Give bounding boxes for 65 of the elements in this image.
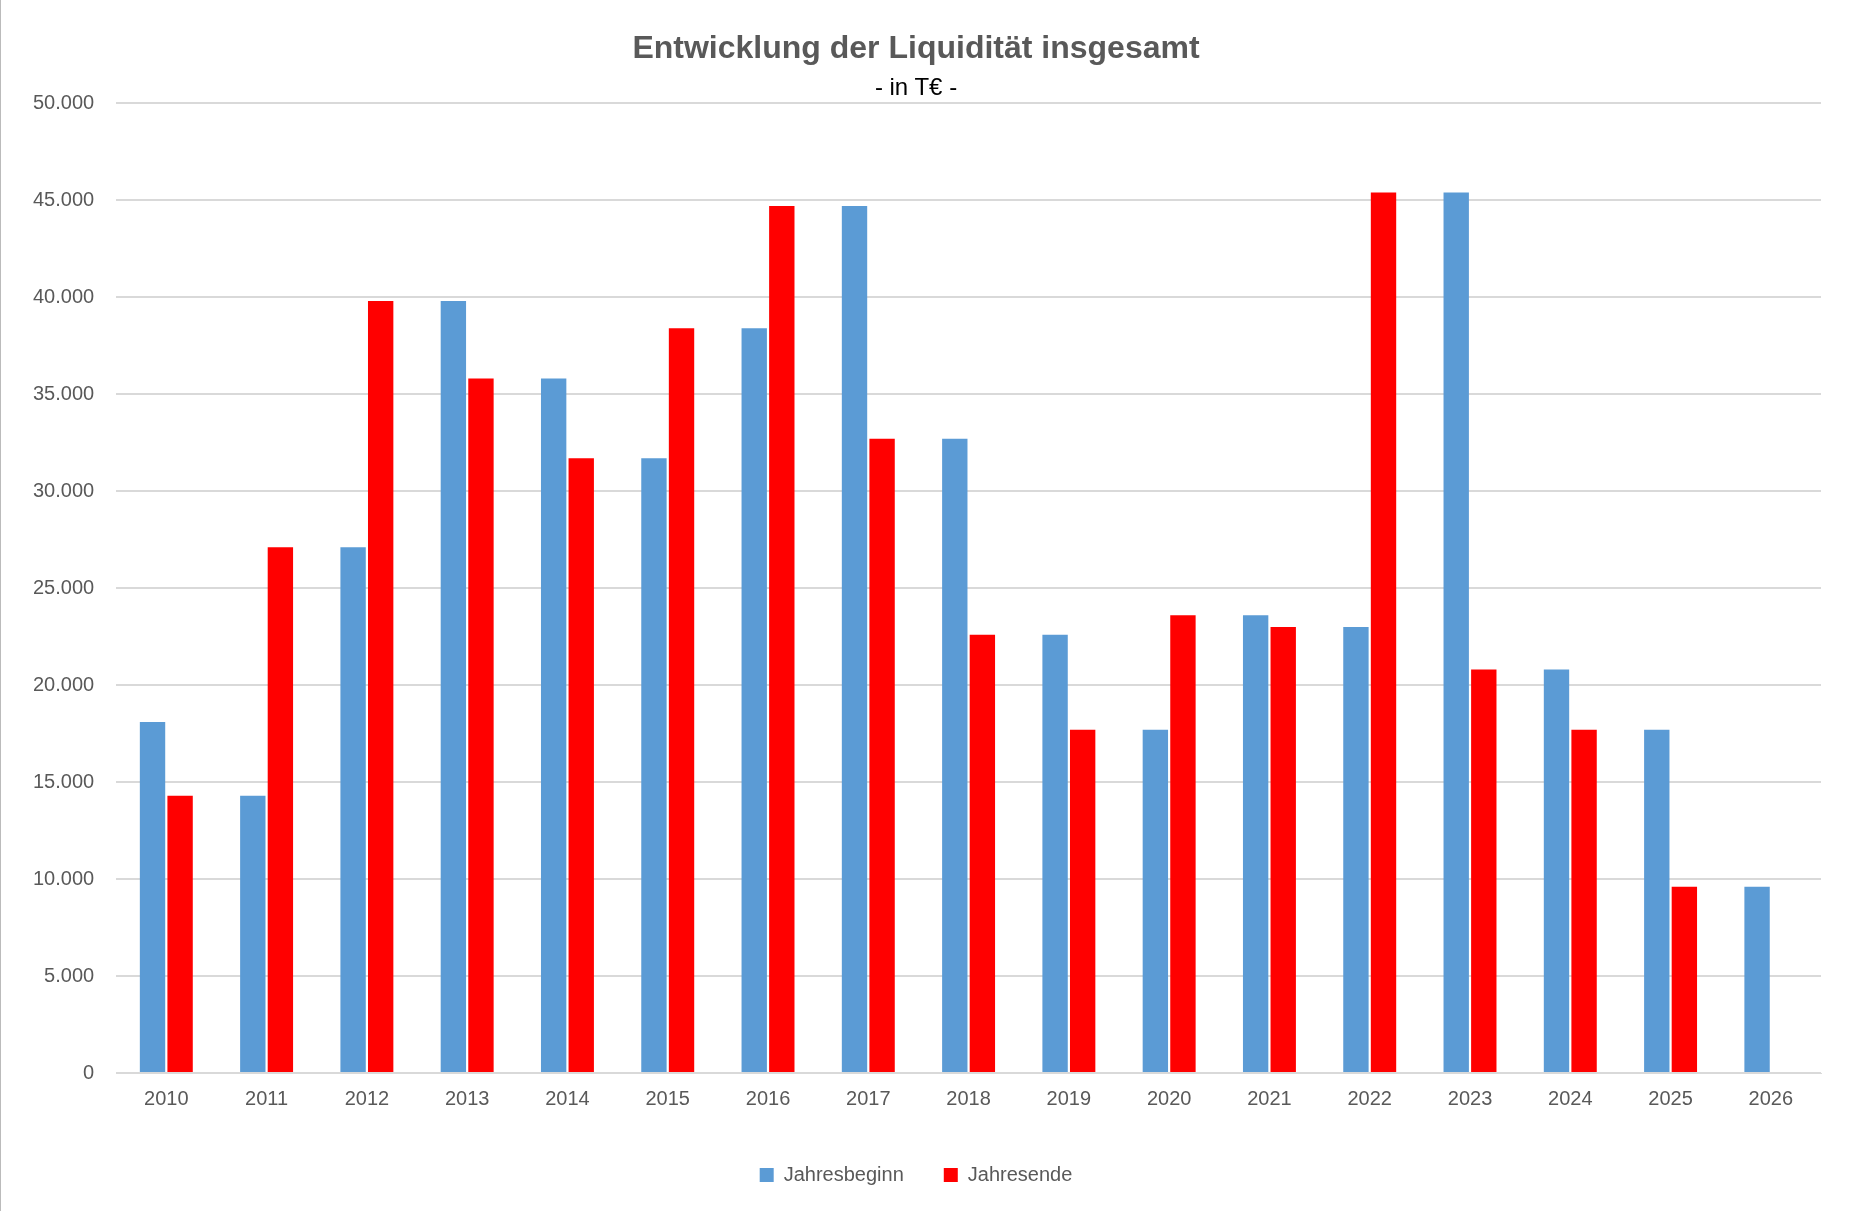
bar	[167, 795, 193, 1072]
x-tick-label: 2022	[1347, 1086, 1392, 1109]
bar	[1170, 615, 1196, 1072]
y-tick-label: 0	[83, 1060, 95, 1083]
bar	[1142, 729, 1169, 1072]
chart-subtitle: - in T€ -	[874, 73, 958, 101]
x-tick-label: 2016	[745, 1086, 791, 1109]
x-tick-label: 2018	[946, 1086, 991, 1109]
bar	[1443, 192, 1469, 1072]
bar	[1343, 626, 1369, 1072]
y-tick-label: 35.000	[33, 381, 95, 404]
bar	[340, 547, 366, 1072]
x-tick-label: 2011	[245, 1086, 289, 1109]
x-tick-label: 2013	[444, 1086, 490, 1109]
bar	[741, 328, 767, 1072]
y-tick-label: 30.000	[33, 478, 95, 501]
bar	[568, 458, 594, 1072]
y-tick-label: 10.000	[33, 866, 95, 889]
bar	[1571, 729, 1597, 1072]
y-tick-label: 50.000	[33, 90, 95, 113]
y-tick-label: 15.000	[33, 769, 95, 792]
bar	[942, 438, 968, 1072]
x-tick-label: 2019	[1046, 1086, 1092, 1109]
bar	[367, 301, 394, 1072]
x-tick-label: 2026	[1748, 1086, 1794, 1109]
y-tick-label: 5.000	[44, 963, 95, 986]
bar	[1744, 886, 1770, 1072]
x-tick-label: 2014	[545, 1086, 590, 1109]
chart-title: Entwicklung der Liquidität insgesamt	[632, 29, 1200, 66]
bar	[1644, 729, 1670, 1072]
bar	[267, 547, 294, 1072]
bar	[1671, 886, 1698, 1072]
x-tick-label: 2015	[645, 1086, 690, 1109]
y-tick-label: 20.000	[33, 672, 95, 695]
y-tick-label: 45.000	[33, 187, 95, 210]
x-tick-label: 2023	[1447, 1086, 1493, 1109]
x-tick-label: 2020	[1146, 1086, 1192, 1109]
bar	[1471, 669, 1497, 1072]
legend-label: Jahresende	[967, 1162, 1073, 1185]
bar	[969, 634, 996, 1072]
bar	[468, 378, 494, 1072]
bar	[1042, 634, 1068, 1072]
y-tick-label: 40.000	[33, 284, 95, 307]
x-tick-label: 2021	[1247, 1086, 1292, 1109]
legend-label: Jahresbeginn	[783, 1162, 904, 1185]
bar	[668, 328, 695, 1072]
x-tick-label: 2024	[1548, 1086, 1593, 1109]
y-tick-label: 25.000	[33, 575, 95, 598]
x-tick-label: 2017	[846, 1086, 891, 1109]
x-tick-label: 2025	[1648, 1086, 1693, 1109]
bar	[769, 206, 795, 1072]
bar	[1242, 615, 1269, 1072]
bar	[540, 378, 567, 1072]
bar	[1543, 669, 1570, 1072]
bar	[869, 438, 895, 1072]
x-tick-label: 2012	[344, 1086, 390, 1109]
bar	[841, 206, 868, 1072]
bar	[1069, 729, 1096, 1072]
bar	[641, 458, 667, 1072]
bar	[139, 721, 166, 1072]
bar	[1270, 626, 1296, 1072]
bar	[440, 301, 467, 1072]
x-tick-label: 2010	[144, 1086, 189, 1109]
bar	[1370, 192, 1397, 1072]
bar	[240, 795, 266, 1072]
